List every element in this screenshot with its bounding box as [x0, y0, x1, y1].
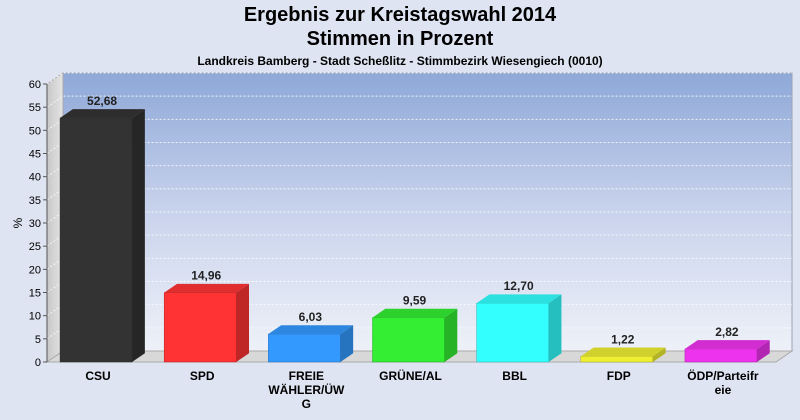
bar-side: [444, 308, 458, 362]
category-label: ÖDP/Parteifr eie: [687, 368, 759, 397]
data-label: 6,03: [299, 310, 323, 324]
y-tick-label: 60: [29, 79, 41, 91]
bar-top: [268, 325, 354, 335]
bar-top: [580, 347, 666, 357]
bar-top: [60, 109, 145, 118]
bar-front: [580, 356, 654, 363]
data-label: 9,59: [403, 294, 427, 308]
y-axis: 0 5 10 15 20 25 30 35 40 45 50 55 60%: [11, 79, 48, 369]
grid-line: [46, 257, 792, 270]
grid-line: [46, 234, 792, 247]
category-label: BBL: [502, 369, 527, 383]
y-tick-label: 20: [29, 264, 41, 276]
category-label: SPD: [190, 369, 215, 383]
labels: 52,68 CSU 14,96 SPD 6,03 FREIE WÄHLER/ÜW G 9,59 G…: [85, 94, 759, 411]
bar-side: [340, 325, 354, 362]
y-tick-label: 50: [29, 125, 41, 137]
bar-front: [268, 333, 341, 363]
chart-caption: Landkreis Bamberg - Stadt Scheßlitz - St…: [197, 54, 603, 68]
bar: [684, 340, 770, 363]
y-tick-label: 10: [29, 311, 41, 323]
grid-line: [46, 165, 792, 178]
bar-front: [476, 302, 549, 363]
grid-line: [46, 211, 792, 224]
bar: [580, 347, 666, 363]
y-tick-label: 55: [29, 102, 41, 114]
y-tick-label: 15: [29, 288, 41, 300]
bar-front: [372, 317, 445, 363]
data-label: 52,68: [87, 94, 117, 108]
category-label: CSU: [85, 369, 110, 383]
grid-line: [46, 281, 792, 293]
y-tick-label: 30: [29, 218, 41, 230]
bar: [59, 109, 145, 363]
bar: [372, 308, 458, 363]
data-label: 12,70: [504, 279, 534, 293]
grid-line: [46, 118, 792, 131]
y-tick-label: 0: [35, 357, 41, 369]
grid-line: [46, 95, 792, 108]
bar-top: [476, 294, 562, 304]
bar-front: [59, 117, 133, 363]
bar-side: [236, 283, 250, 362]
chart-subtitle: Stimmen in Prozent: [306, 28, 494, 50]
bar-side: [132, 109, 145, 362]
bar-front: [163, 292, 237, 363]
y-tick-label: 25: [29, 241, 41, 253]
bar-top: [372, 308, 458, 318]
bar-top: [164, 283, 250, 293]
y-tick-label: 45: [29, 149, 41, 161]
data-label: 2,82: [715, 325, 739, 339]
bar-side: [548, 294, 562, 362]
y-axis-label: %: [11, 217, 25, 228]
bars: [59, 109, 770, 363]
category-label: GRÜNE/AL: [379, 368, 442, 383]
grid-line: [46, 188, 792, 201]
bar-front: [684, 348, 758, 363]
y-tick-label: 40: [29, 172, 41, 184]
y-tick-label: 35: [29, 195, 41, 207]
chart-title: Ergebnis zur Kreistagswahl 2014: [243, 4, 557, 26]
bar: [476, 294, 562, 363]
grid-line: [46, 142, 792, 154]
data-label: 1,22: [611, 332, 635, 346]
category-label: FDP: [607, 369, 631, 383]
bar: [163, 283, 250, 363]
y-tick-label: 5: [35, 334, 41, 346]
data-label: 14,96: [191, 269, 221, 283]
bar-side: [652, 347, 666, 362]
bar-side: [756, 340, 770, 362]
bar-top: [684, 340, 770, 349]
grid-line: [46, 72, 792, 85]
category-label: FREIE WÄHLER/ÜW G: [268, 369, 345, 411]
bar: [268, 325, 354, 363]
